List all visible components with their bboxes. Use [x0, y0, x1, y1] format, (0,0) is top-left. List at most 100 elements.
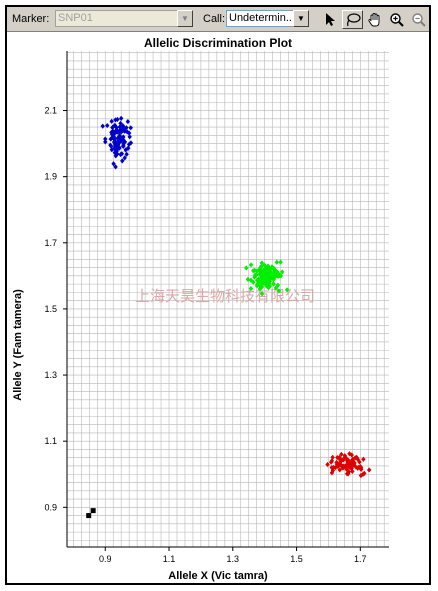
data-point-series-1 — [103, 136, 108, 142]
y-tick-label: 1.3 — [44, 370, 57, 380]
marker-select[interactable]: SNP01 — [55, 10, 179, 27]
y-tick-label: 2.1 — [44, 106, 57, 116]
data-point-series-2 — [252, 274, 257, 280]
data-point-series-3 — [350, 468, 355, 475]
data-point-series-3 — [335, 454, 340, 461]
data-point-series-3 — [353, 455, 358, 461]
toolbar: Marker: SNP01 ▼ Call: Undetermin... ▼ — [7, 7, 429, 32]
x-tick-label: 1.7 — [354, 554, 367, 564]
data-point-series-3 — [339, 451, 344, 457]
data-point-series-3 — [329, 465, 334, 471]
data-point-series-1 — [118, 120, 123, 126]
data-point-series-3 — [358, 466, 364, 472]
data-point-series-2 — [244, 265, 249, 271]
data-point-series-2 — [284, 287, 290, 293]
data-point-series-1 — [110, 124, 115, 130]
data-point-series-2 — [254, 272, 259, 278]
y-tick-label: 1.1 — [44, 436, 57, 446]
data-point-series-1 — [126, 130, 132, 136]
tick-labels: 0.9 1.1 1.3 1.5 1.7 0.9 1.1 1.3 1.5 1.7 1.9 2.1 — [44, 106, 366, 564]
chart-title: Allelic Discrimination Plot — [144, 36, 292, 50]
data-point-series-2 — [276, 288, 282, 294]
data-point-series-2 — [271, 266, 276, 273]
data-point-series-2 — [275, 282, 281, 288]
watermark-text: 上海天昊生物科技有限公司 — [135, 287, 315, 305]
hand-pan-tool-icon[interactable] — [364, 10, 385, 29]
marker-dropdown-chevron-down-icon[interactable]: ▼ — [177, 10, 193, 27]
data-point-series-3 — [341, 457, 346, 463]
lasso-tool-icon[interactable] — [342, 10, 363, 29]
data-point-series-1 — [121, 134, 126, 140]
data-point-series-1 — [128, 125, 133, 131]
data-point-series-1 — [124, 151, 129, 157]
data-point-series-1 — [114, 143, 119, 149]
data-point-series-2 — [257, 271, 263, 277]
watermark-layer: 上海天昊生物科技有限公司 — [135, 287, 315, 305]
data-point-series-1 — [118, 151, 123, 158]
data-point-series-2 — [252, 267, 257, 273]
data-point-series-1 — [113, 153, 118, 159]
data-point-series-2 — [248, 285, 254, 292]
data-point-series-1 — [113, 117, 118, 123]
data-point-series-3 — [347, 451, 352, 457]
zoom-out-icon[interactable] — [408, 10, 429, 29]
y-tick-label: 1.7 — [44, 238, 57, 248]
data-point-series-2 — [259, 291, 265, 297]
data-point-series-3 — [357, 459, 362, 465]
data-point-series-1 — [109, 118, 114, 124]
x-tick-label: 1.3 — [227, 554, 240, 564]
data-point-series-1 — [111, 161, 116, 167]
data-point-series-3 — [361, 456, 366, 462]
data-point-series-1 — [109, 147, 115, 153]
data-point-series-3 — [341, 465, 346, 471]
data-point-series-3 — [353, 464, 359, 470]
data-point-series-3 — [344, 471, 350, 477]
data-point-series-1 — [100, 123, 105, 129]
call-label: Call: — [203, 13, 226, 25]
data-point-series-1 — [123, 147, 128, 153]
data-point-series-1 — [105, 122, 110, 129]
data-point-series-1 — [115, 116, 120, 123]
data-point-series-1 — [117, 124, 122, 130]
allelic-discrimination-plot: Allelic Discrimination Plot 上海天昊生物科技有限公司… — [12, 36, 389, 582]
data-point-series-1 — [114, 128, 119, 134]
zoom-in-icon[interactable] — [386, 10, 407, 29]
call-select[interactable]: Undetermin... — [226, 10, 299, 27]
data-point-series-3 — [334, 461, 340, 467]
data-point-series-1 — [109, 129, 114, 135]
x-axis-label: Allele X (Vic tamra) — [168, 570, 268, 582]
data-point-series-3 — [329, 458, 335, 464]
y-tick-label: 1.9 — [44, 172, 57, 182]
data-point-series-2 — [258, 263, 264, 270]
data-point-series-3 — [333, 465, 338, 471]
data-point-series-1 — [117, 128, 122, 134]
data-point-series-2 — [269, 264, 275, 270]
y-tick-label: 1.5 — [44, 304, 57, 314]
data-point-series-1 — [114, 148, 119, 154]
data-point-series-1 — [120, 158, 125, 164]
data-point-series-1 — [108, 142, 113, 148]
data-point-series-2 — [271, 274, 276, 281]
data-point-series-1 — [111, 145, 117, 152]
data-point-series-4 — [90, 508, 96, 514]
y-tick-label: 0.9 — [44, 502, 57, 512]
data-point-series-1 — [125, 145, 131, 151]
data-point-series-2 — [254, 283, 260, 289]
y-axis-label: Allele Y (Fam tamera) — [12, 289, 24, 401]
data-point-series-3 — [325, 461, 330, 468]
call-dropdown-chevron-down-icon[interactable]: ▼ — [293, 10, 309, 27]
plot-axes — [66, 51, 389, 548]
pointer-tool-icon[interactable] — [320, 10, 341, 29]
data-point-series-2 — [262, 280, 268, 286]
data-point-series-2 — [248, 262, 254, 268]
data-point-series-2 — [251, 279, 256, 285]
data-point-series-2 — [275, 269, 280, 275]
data-point-series-2 — [254, 268, 260, 274]
data-point-series-1 — [115, 140, 121, 146]
x-tick-label: 0.9 — [99, 554, 112, 564]
data-point-series-1 — [113, 164, 118, 170]
data-point-series-1 — [118, 115, 124, 121]
data-point-series-2 — [248, 277, 254, 283]
data-point-series-3 — [360, 471, 366, 477]
data-point-series-1 — [112, 122, 118, 128]
